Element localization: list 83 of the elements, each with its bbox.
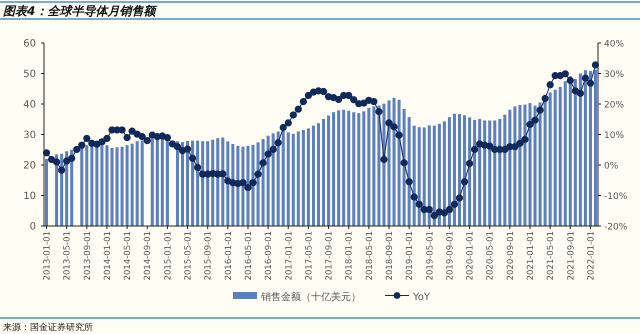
y2-tick-label: 0% xyxy=(604,162,619,172)
bar xyxy=(564,81,567,226)
bar xyxy=(130,144,134,226)
y-tick-label: 30 xyxy=(23,130,36,141)
x-tick-label: 2016-05-01 xyxy=(244,231,254,280)
x-tick-label: 2021-05-01 xyxy=(546,231,556,280)
chart-title: 图表4：全球半导体月销售额 xyxy=(3,4,158,18)
legend-label: 销售金额（十亿美元） xyxy=(260,291,361,303)
bar xyxy=(136,141,139,226)
x-tick-label: 2015-01-01 xyxy=(163,231,174,280)
x-tick-label: 2018-09-01 xyxy=(384,231,395,280)
bar xyxy=(302,130,305,226)
bar xyxy=(286,132,290,226)
bar xyxy=(296,131,300,226)
bar xyxy=(110,148,114,226)
bar xyxy=(548,92,552,226)
bar xyxy=(105,145,108,226)
y2-tick-label: -10% xyxy=(604,192,628,202)
legend-label: YoY xyxy=(412,292,431,303)
bar xyxy=(337,110,340,226)
x-tick-label: 2019-01-01 xyxy=(405,231,416,280)
bar xyxy=(362,111,366,226)
x-tick-label: 2021-01-01 xyxy=(526,231,536,280)
bar xyxy=(332,112,336,226)
x-tick-label: 2017-09-01 xyxy=(324,231,335,280)
bar xyxy=(554,90,557,226)
x-tick-label: 2013-09-01 xyxy=(82,231,93,280)
bar xyxy=(367,108,370,226)
bar xyxy=(306,128,310,226)
y2-tick-label: 40% xyxy=(604,40,624,50)
bar xyxy=(352,112,356,226)
x-tick-label: 2013-05-01 xyxy=(62,231,73,280)
bar xyxy=(116,147,119,226)
bar xyxy=(216,138,220,226)
bar xyxy=(327,116,330,226)
x-tick-label: 2022-01-01 xyxy=(586,231,596,280)
bar xyxy=(206,141,210,226)
bar xyxy=(120,146,124,226)
x-tick-label: 2017-05-01 xyxy=(304,231,314,280)
x-tick-label: 2020-09-01 xyxy=(506,231,516,280)
y-tick-label: 50 xyxy=(23,69,36,80)
x-tick-label: 2013-01-01 xyxy=(42,231,53,280)
bar xyxy=(316,123,320,226)
y2-tick-label: 10% xyxy=(604,131,624,141)
y2-tick-label: 30% xyxy=(604,70,624,80)
bar xyxy=(45,158,48,226)
bar xyxy=(85,145,88,226)
x-tick-label: 2016-09-01 xyxy=(264,231,274,280)
bar xyxy=(126,145,129,226)
y-tick-label: 20 xyxy=(23,160,36,172)
x-tick-label: 2016-01-01 xyxy=(224,231,234,280)
bar xyxy=(292,134,295,226)
y-tick-label: 60 xyxy=(23,38,36,50)
bar xyxy=(342,110,346,226)
bar xyxy=(357,113,360,226)
x-tick-label: 2019-09-01 xyxy=(445,231,456,280)
x-tick-label: 2018-01-01 xyxy=(344,231,355,280)
y-tick-label: 40 xyxy=(23,100,36,110)
y-tick-label: 10 xyxy=(23,191,36,202)
y2-tick-label: -20% xyxy=(604,222,628,232)
bar xyxy=(236,146,240,226)
y-tick-label: 0 xyxy=(30,222,36,232)
x-tick-label: 2015-09-01 xyxy=(204,231,214,280)
x-tick-label: 2020-01-01 xyxy=(466,231,476,280)
x-tick-label: 2014-09-01 xyxy=(143,231,154,280)
x-tick-label: 2014-05-01 xyxy=(123,231,134,280)
bar xyxy=(498,118,502,226)
x-tick-label: 2015-05-01 xyxy=(184,231,194,280)
x-tick-label: 2017-01-01 xyxy=(284,231,294,280)
x-tick-label: 2019-05-01 xyxy=(425,231,436,280)
x-tick-label: 2014-01-01 xyxy=(102,231,113,280)
x-tick-label: 2018-05-01 xyxy=(364,231,375,280)
source-note: 来源：国金证券研究所 xyxy=(3,322,93,333)
bar xyxy=(558,86,562,226)
bar xyxy=(231,144,234,226)
bar xyxy=(312,126,315,226)
bar xyxy=(347,110,350,226)
x-tick-label: 2021-09-01 xyxy=(566,231,576,280)
bar xyxy=(322,118,326,226)
y2-tick-label: 20% xyxy=(604,100,624,110)
bar xyxy=(211,140,214,226)
bar xyxy=(483,120,486,226)
x-tick-label: 2020-05-01 xyxy=(486,231,496,280)
